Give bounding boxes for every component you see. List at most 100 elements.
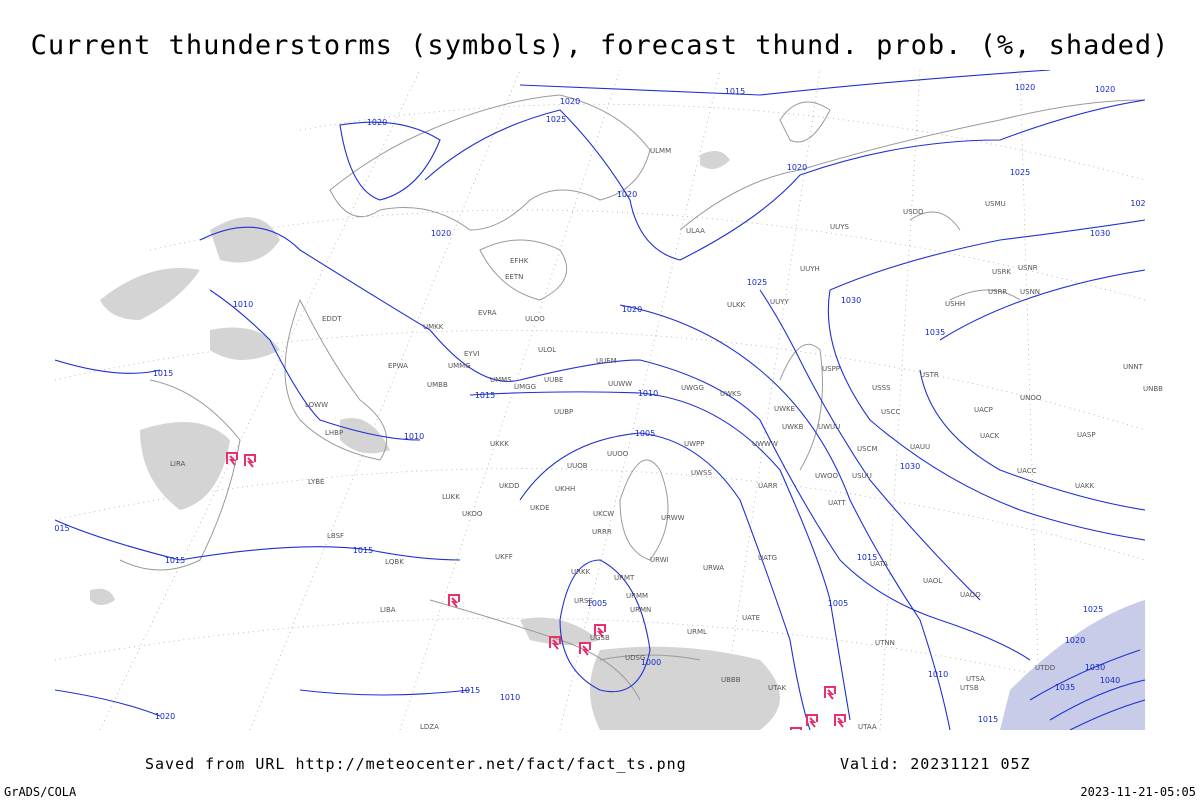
station-code: UWPP: [684, 440, 705, 448]
station-code: ULMM: [650, 147, 671, 155]
station-code: URML: [687, 628, 707, 636]
station-code: EPWA: [388, 362, 408, 370]
isobar-label: 1020: [787, 163, 807, 172]
station-code: UWKB: [782, 423, 804, 431]
station-code: UWUU: [818, 423, 840, 431]
station-code: LYBE: [308, 478, 324, 486]
station-code: UTAK: [768, 684, 787, 692]
thunderstorm-symbol: [806, 714, 818, 728]
valid-time: Valid: 20231121 05Z: [840, 755, 1031, 773]
station-code: UKOO: [462, 510, 483, 518]
station-code: UTSB: [960, 684, 979, 692]
station-code: URWW: [661, 514, 685, 522]
thunderstorm-symbol: [244, 454, 256, 468]
coastlines: [119, 94, 1145, 701]
station-code: UASP: [1077, 431, 1096, 439]
station-code: UATE: [742, 614, 760, 622]
station-code: UATT: [828, 499, 847, 507]
station-code: USTR: [920, 371, 939, 379]
isobars: [55, 70, 1145, 730]
station-code: USHH: [945, 300, 965, 308]
station-code: USCC: [881, 408, 900, 416]
isobar-label: 1030: [900, 462, 920, 471]
isobar-label: 1010: [404, 432, 424, 441]
isobar-label: 102: [1130, 199, 1145, 208]
station-code: USDD: [903, 208, 923, 216]
station-code: LOWW: [305, 401, 328, 409]
station-code: UMBB: [427, 381, 448, 389]
thunderstorm-symbol: [226, 452, 238, 466]
thunderstorm-symbol: [579, 642, 591, 656]
isobar-label: 1025: [1083, 605, 1103, 614]
station-code: UACC: [1017, 467, 1037, 475]
station-code: URWI: [650, 556, 669, 564]
station-code: UUEM: [596, 357, 617, 365]
station-code: URMN: [630, 606, 651, 614]
station-code: UWOO: [815, 472, 839, 480]
isobar-label: 1025: [1010, 168, 1030, 177]
station-code: USRK: [992, 268, 1011, 276]
station-code: LHBP: [325, 429, 343, 437]
station-code: UKHH: [555, 485, 575, 493]
station-code: LIRA: [170, 460, 186, 468]
isobar-label: 1010: [638, 389, 658, 398]
station-code: UATG: [758, 554, 777, 562]
isobar-label: 1015: [165, 556, 185, 565]
station-code: UNNT: [1123, 363, 1144, 371]
station-code: URRR: [592, 528, 612, 536]
source-url: Saved from URL http://meteocenter.net/fa…: [145, 755, 687, 773]
station-code: UWWW: [752, 440, 778, 448]
station-code: URKK: [571, 568, 591, 576]
station-code: ULKK: [727, 301, 746, 309]
station-code: UUBP: [554, 408, 573, 416]
station-code: UTAA: [858, 723, 877, 731]
station-code: LDZA: [420, 723, 439, 731]
station-code: LQBK: [385, 558, 404, 566]
station-code: UMMS: [490, 376, 512, 384]
isobar-label: 1015: [153, 369, 173, 378]
isobar-label: 1005: [587, 599, 607, 608]
station-code: UKFF: [495, 553, 513, 561]
station-code: UUOB: [567, 462, 588, 470]
station-code: UTDD: [1035, 664, 1055, 672]
isobar-label: 1020: [367, 118, 387, 127]
station-code: UUYY: [770, 298, 790, 306]
station-code: USUU: [852, 472, 872, 480]
timestamp: 2023-11-21-05:05: [1080, 785, 1196, 799]
thunderstorm-symbol: [834, 714, 846, 728]
station-code: USNN: [1020, 288, 1040, 296]
station-code: EYVI: [464, 350, 480, 358]
isobar-label: 1020: [1095, 85, 1115, 94]
thunderstorms: [226, 452, 846, 730]
isobar-label: 1035: [1055, 683, 1075, 692]
station-code: URSS: [574, 597, 593, 605]
station-code: EVRA: [478, 309, 497, 317]
station-code: UGSB: [590, 634, 610, 642]
station-code: UDSG: [625, 654, 645, 662]
credit: GrADS/COLA: [4, 785, 77, 799]
isobar-label: 1000: [641, 658, 661, 667]
station-code: UWKS: [720, 390, 742, 398]
isobar-label: 1020: [431, 229, 451, 238]
isobar-label: 1010: [928, 670, 948, 679]
station-code: UUYH: [800, 265, 820, 273]
station-code: UUYS: [830, 223, 850, 231]
thunderstorm-symbol: [448, 594, 460, 608]
station-code: UARR: [758, 482, 778, 490]
station-code: UUWW: [608, 380, 632, 388]
isobar-label: 1035: [925, 328, 945, 337]
isobar-label: 1010: [500, 693, 520, 702]
station-code: UMMG: [448, 362, 471, 370]
station-code: URMT: [614, 574, 635, 582]
station-code: UKDE: [530, 504, 550, 512]
station-code: LBSF: [327, 532, 344, 540]
station-code: USPP: [822, 365, 840, 373]
isobar-label: 1005: [635, 429, 655, 438]
station-code: USRR: [988, 288, 1007, 296]
station-code: UUOO: [607, 450, 629, 458]
graticule: [55, 70, 1145, 730]
map-area: [55, 70, 1145, 730]
station-code: UKKK: [490, 440, 509, 448]
station-code: UUBE: [544, 376, 563, 384]
